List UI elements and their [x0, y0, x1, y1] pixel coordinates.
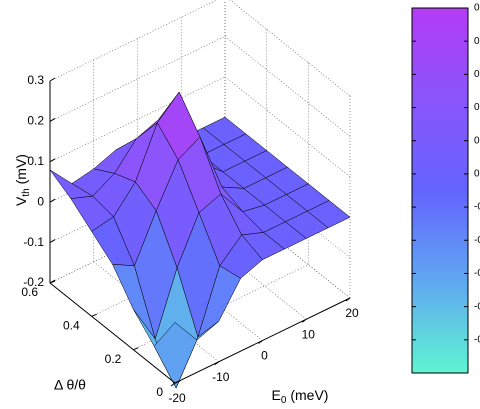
z-tick — [49, 117, 56, 122]
y-tick-label: 0 — [156, 385, 163, 399]
z-tick-label: 0.3 — [27, 73, 44, 87]
y-tick — [91, 313, 97, 317]
z-tick — [49, 239, 56, 244]
z-label-part: V — [13, 196, 29, 206]
colorbar-tick-label: 0 — [474, 169, 480, 180]
z-tick — [49, 77, 56, 82]
y-tick-label: 0.4 — [63, 319, 80, 333]
z-tick-label: 0 — [37, 194, 44, 208]
x-label-sub: 0 — [281, 395, 287, 406]
surface-patch — [153, 322, 198, 389]
x-tick — [258, 340, 263, 344]
x-label-part: E — [272, 387, 281, 403]
surface — [49, 91, 351, 389]
colorbar-tick-label: 0.05 — [474, 135, 480, 146]
axes: -20 -10 0 10 20 0 0.2 0.4 0.6-0.2 -0.1 0 0.1 0.2 0.3 — [21, 73, 359, 405]
z-tick-label: -0.2 — [23, 275, 44, 289]
grid-line — [49, 76, 226, 163]
z-axis-label: Vth (mV) — [13, 154, 32, 206]
x-tick-label: 20 — [345, 306, 359, 320]
y-tick — [133, 347, 139, 351]
x-tick-label: 10 — [302, 327, 316, 341]
colorbar-tick-label: -0.05 — [474, 202, 480, 213]
z-tick-label: 0.2 — [27, 114, 44, 128]
z-tick — [49, 198, 56, 203]
z-tick-label: -0.1 — [23, 235, 44, 249]
colorbar-tick-label: -0.2 — [474, 301, 480, 312]
x-tick — [214, 361, 220, 366]
x-tick-label: -20 — [168, 391, 186, 405]
z-label-sub: th — [21, 188, 32, 196]
x-tick-label: 0 — [261, 349, 268, 363]
colorbar-tick-label: 0.25 — [474, 3, 480, 14]
y-axis-label: Δ θ/θ — [54, 377, 86, 393]
colorbar-tick-label: -0.1 — [474, 235, 480, 246]
colorbar-tick-label: 0.2 — [474, 36, 480, 47]
y-tick-label: 0.2 — [105, 352, 122, 366]
grid-line — [224, 36, 351, 137]
colorbar-fill — [411, 7, 469, 374]
y-tick-label: 0.6 — [21, 285, 38, 299]
z-label-part: (mV) — [13, 154, 29, 188]
colorbar-tick-label: -0.25 — [474, 334, 480, 345]
x-axis-label: E0 (meV) — [272, 387, 329, 406]
grid-line — [49, 36, 226, 122]
grid-line — [229, 0, 351, 97]
grid-line — [49, 0, 218, 82]
x-label-part: (meV) — [286, 387, 328, 403]
colorbar-tick-label: 0.1 — [474, 102, 480, 113]
z-tick — [49, 158, 56, 163]
x-tick — [170, 382, 176, 387]
x-tick-label: -10 — [212, 370, 230, 384]
colorbar: -0.25 -0.2 -0.15 -0.1 -0.05 0 0.05 0.1 0.15 0.2 0.… — [411, 3, 480, 374]
z-tick-label: 0.1 — [27, 154, 44, 168]
x-tick — [345, 297, 351, 302]
z-tick — [49, 279, 56, 284]
colorbar-tick-label: 0.15 — [474, 69, 480, 80]
grid-line — [133, 264, 309, 350]
y-axis-line — [49, 282, 176, 384]
colorbar-tick-label: -0.15 — [474, 268, 480, 279]
x-tick — [301, 318, 307, 323]
y-tick — [174, 380, 181, 384]
